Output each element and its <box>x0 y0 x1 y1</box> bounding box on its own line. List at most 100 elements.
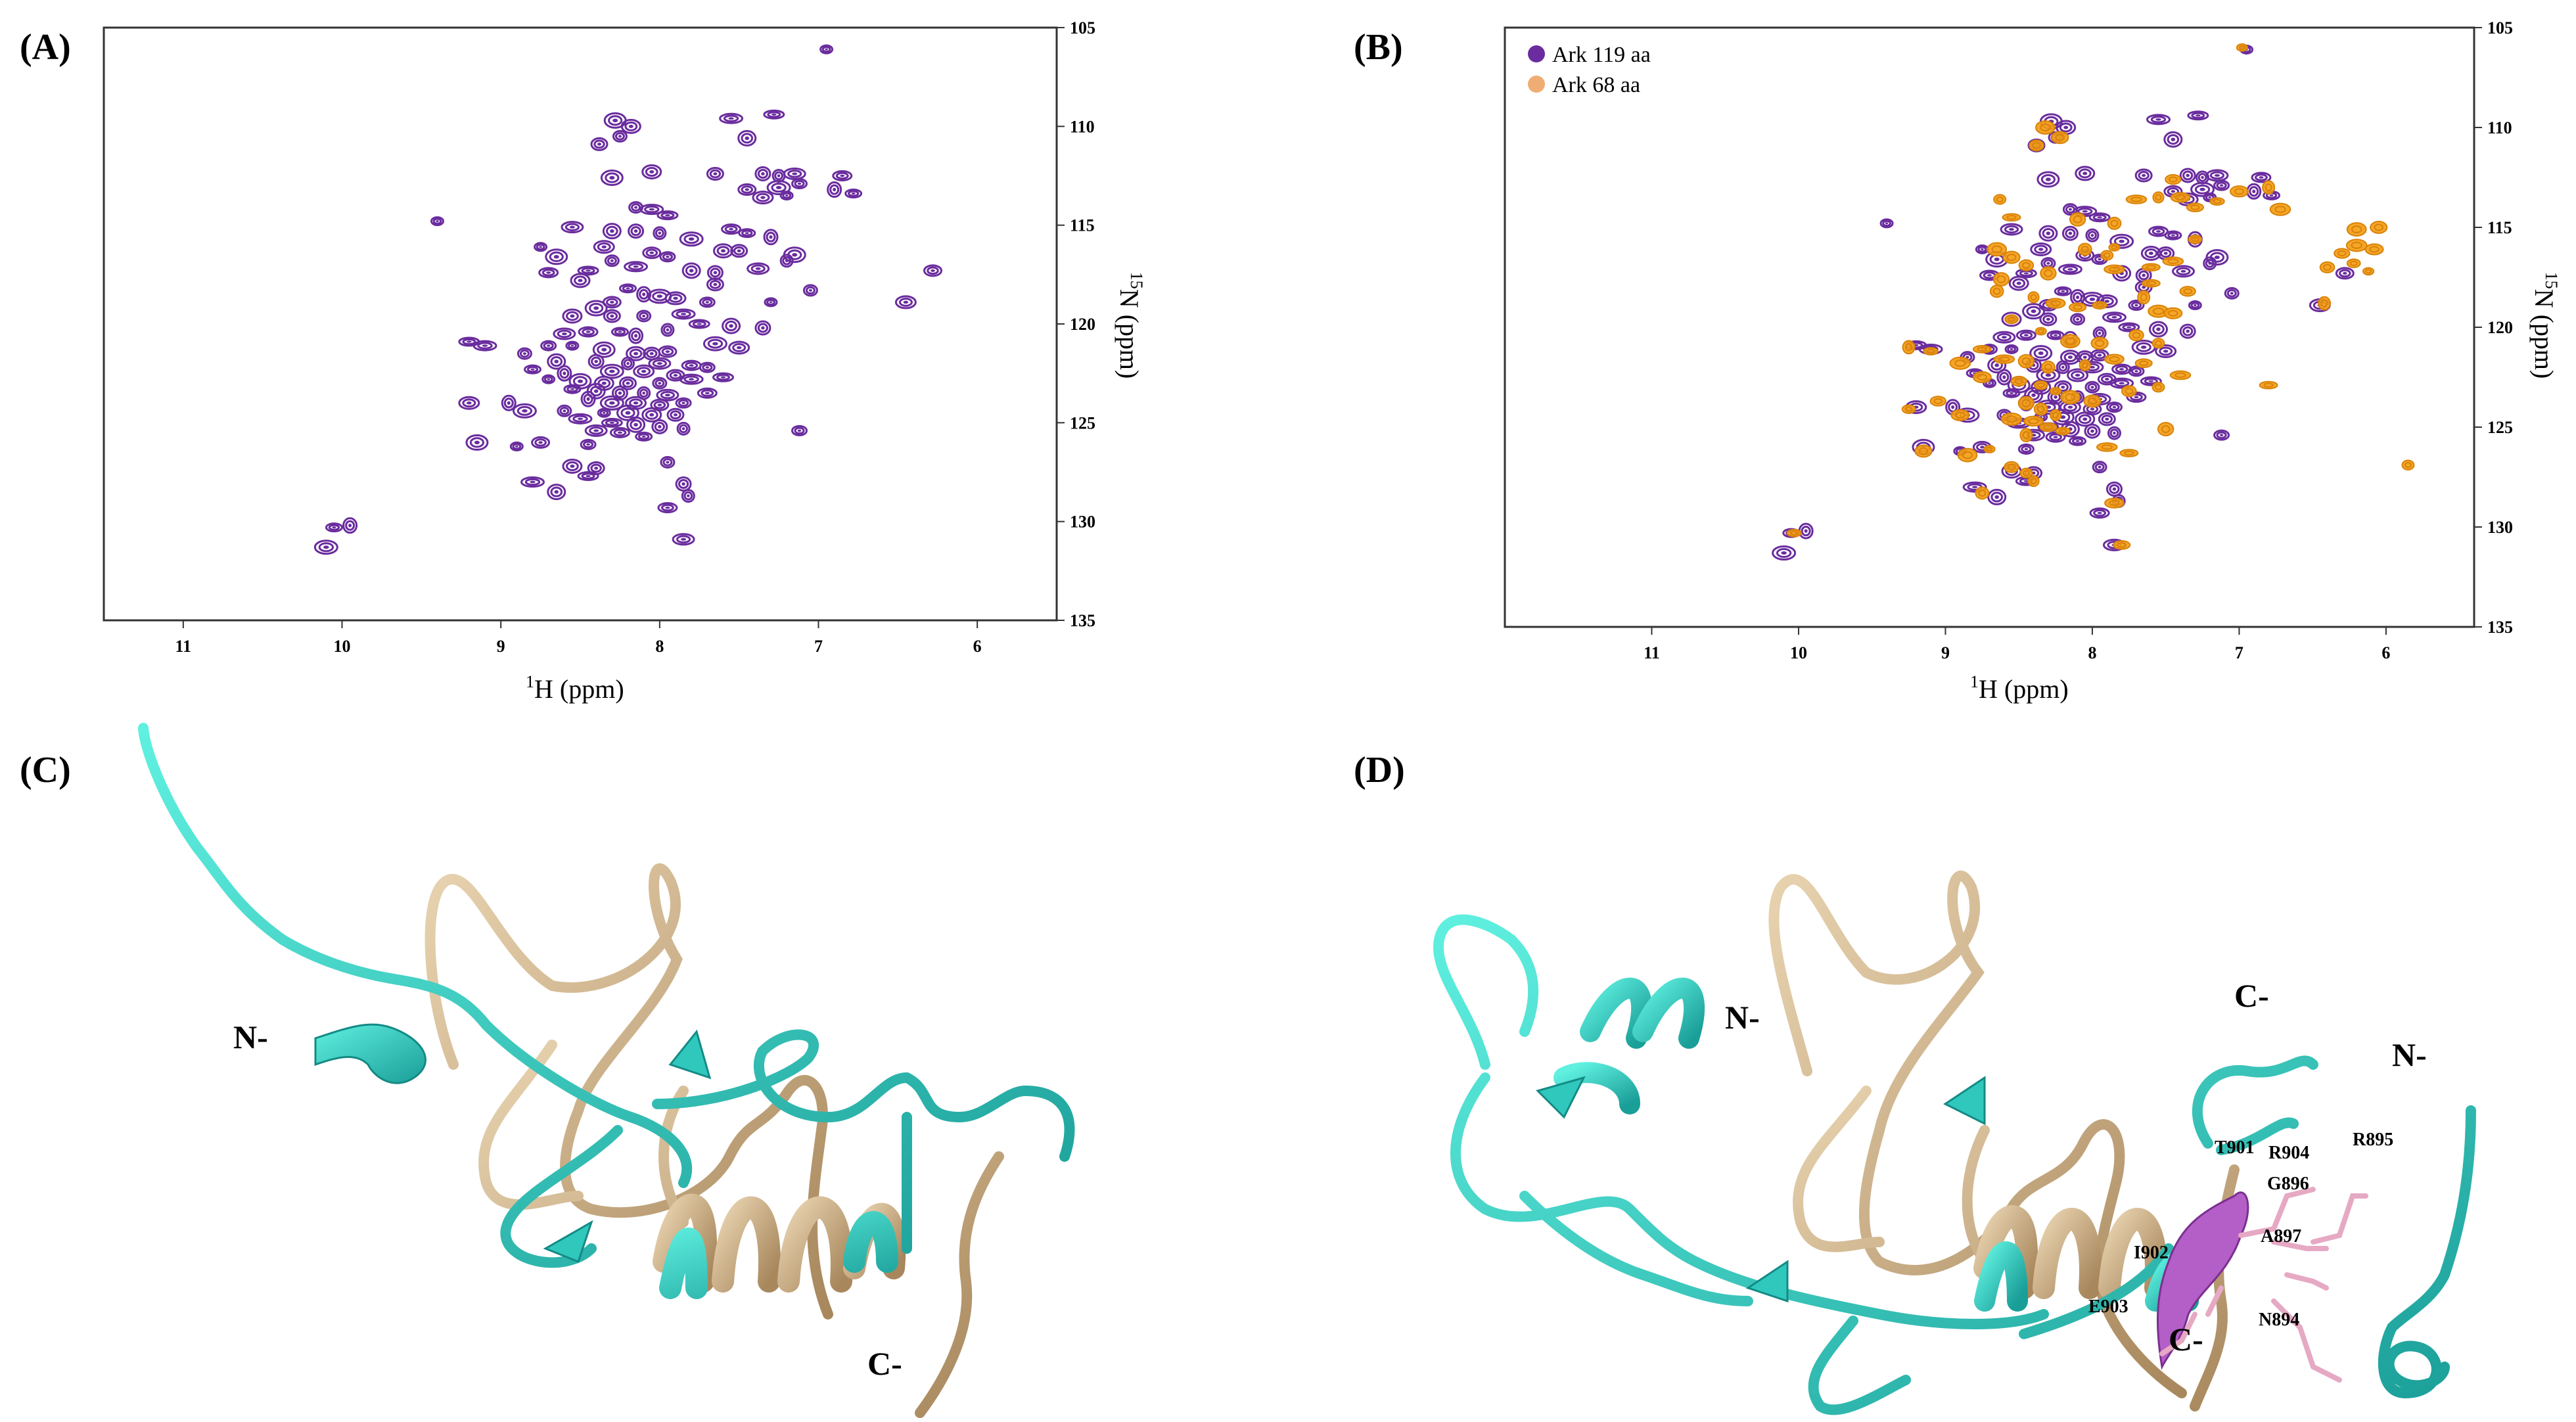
peak-ark-68-aa-b <box>1972 345 1992 354</box>
peak-ark-119-aa-a <box>619 283 637 294</box>
cyan-helix-c <box>314 1023 426 1084</box>
peak-ark-119-aa-b <box>2098 412 2116 426</box>
peak-ark-68-aa-b <box>2068 302 2087 312</box>
cyan-coil-c <box>138 723 1075 1268</box>
peak-ark-119-aa-b <box>2128 300 2145 311</box>
peak-ark-68-aa-b <box>1902 340 1916 355</box>
peak-ark-119-aa-a <box>561 221 584 234</box>
peak-ark-68-aa-b <box>2060 334 2081 349</box>
peak-ark-68-aa-b <box>2229 185 2249 198</box>
panel-a-letter: (A) <box>20 27 71 68</box>
peak-ark-119-aa-b <box>2205 169 2229 182</box>
peak-ark-119-aa-a <box>557 404 572 417</box>
peak-ark-68-aa-b <box>2362 267 2375 276</box>
peak-ark-119-aa-b <box>2067 368 2089 382</box>
peak-ark-68-aa-b <box>2004 461 2019 473</box>
peak-ark-119-aa-a <box>676 421 691 436</box>
peak-ark-119-aa-a <box>675 476 692 492</box>
residue-label-n894: N894 <box>2259 1310 2299 1330</box>
peak-ark-68-aa-b <box>2027 474 2040 488</box>
x-tick-label-a: 6 <box>973 637 982 656</box>
peak-ark-119-aa-b <box>2128 365 2145 377</box>
peak-ark-119-aa-a <box>584 300 608 317</box>
x-tick-label-a: 7 <box>814 637 823 656</box>
peak-ark-68-aa-b <box>2019 428 2033 443</box>
peak-ark-119-aa-a <box>580 438 597 450</box>
x-tick-label-b: 6 <box>2381 643 2390 662</box>
peak-ark-119-aa-b <box>2190 181 2215 197</box>
panel-c-letter: (C) <box>20 750 71 791</box>
x-tick-label-b: 7 <box>2235 643 2243 662</box>
peak-ark-68-aa-b <box>2370 221 2388 234</box>
peak-ark-119-aa-a <box>531 436 551 449</box>
peak-ark-119-aa-b <box>2008 275 2029 291</box>
panel-b-letter: (B) <box>1354 27 1403 68</box>
residue-label-e903: E903 <box>2088 1296 2128 1317</box>
peak-ark-68-aa-b <box>2104 264 2125 275</box>
peak-ark-119-aa-a <box>612 129 628 143</box>
peak-ark-68-aa-b <box>2104 497 2125 509</box>
peak-ark-119-aa-b <box>2084 380 2100 394</box>
peak-ark-119-aa-a <box>628 327 644 344</box>
y-tick-label-a: 125 <box>1070 413 1095 432</box>
y-tick-label-a: 120 <box>1070 315 1095 334</box>
y-tick-label-b: 125 <box>2487 418 2513 437</box>
peak-ark-119-aa-a <box>538 267 559 279</box>
peak-ark-68-aa-b <box>2128 329 2144 342</box>
peaks-b <box>1772 43 2415 561</box>
peak-ark-119-aa-a <box>602 223 622 240</box>
peak-ark-119-aa-a <box>642 246 662 260</box>
peak-ark-68-aa-b <box>2090 336 2109 350</box>
peak-ark-119-aa-a <box>819 44 834 55</box>
tan-coil-d <box>1768 871 2187 1398</box>
peak-ark-119-aa-b <box>2088 212 2111 223</box>
peak-ark-119-aa-a <box>587 354 605 369</box>
peak-ark-119-aa-b <box>2118 322 2140 333</box>
peak-ark-119-aa-a <box>763 109 785 120</box>
peak-ark-68-aa-b <box>2107 216 2122 230</box>
peak-ark-119-aa-b <box>2075 411 2096 427</box>
x-tick-label-b: 8 <box>2088 643 2096 662</box>
peak-ark-119-aa-b <box>2148 225 2169 237</box>
peak-ark-119-aa-b <box>2188 300 2202 311</box>
n-terminus-label-right-d: N- <box>2392 1036 2427 1073</box>
peak-ark-119-aa-a <box>766 180 791 196</box>
peak-ark-119-aa-a <box>604 254 620 267</box>
x-tick-label-a: 8 <box>655 637 664 656</box>
tan-helix-d <box>1973 1205 2167 1299</box>
x-tick-label-a: 11 <box>175 637 192 656</box>
plot-frame-b <box>1504 26 2475 628</box>
peak-ark-68-aa-b <box>2165 173 2182 185</box>
peak-ark-68-aa-b <box>2346 222 2367 237</box>
peak-ark-68-aa-b <box>2035 327 2047 336</box>
peak-ark-68-aa-b <box>2077 242 2092 256</box>
peak-ark-119-aa-a <box>827 181 842 198</box>
residue-label-a897: A897 <box>2261 1226 2301 1247</box>
panel-a: (A) 11 10 9 8 7 6 105 110 115 120 125 130 135 1H (pp… <box>0 0 1288 723</box>
peak-ark-119-aa-b <box>2015 329 2036 341</box>
peak-ark-119-aa-b <box>1987 488 2007 505</box>
peak-ark-119-aa-b <box>2251 172 2272 183</box>
peak-ark-119-aa-a <box>545 248 568 265</box>
peak-ark-68-aa-b <box>2334 248 2351 259</box>
peak-ark-119-aa-a <box>524 364 541 375</box>
magenta-helix-d <box>2156 1191 2249 1370</box>
peak-ark-119-aa-b <box>1879 218 1894 229</box>
peak-ark-68-aa-b <box>2083 394 2102 408</box>
peak-ark-119-aa-a <box>779 191 794 201</box>
peak-ark-68-aa-b <box>2033 402 2048 416</box>
x-tick-label-a: 9 <box>497 637 505 656</box>
peak-ark-68-aa-b <box>2269 202 2291 216</box>
peak-ark-68-aa-b <box>1901 404 1916 414</box>
peak-ark-119-aa-b <box>2155 344 2177 358</box>
peak-ark-119-aa-a <box>722 317 741 334</box>
peak-ark-119-aa-a <box>728 340 750 355</box>
y-axis-title-main-a: N (ppm) <box>1115 289 1144 379</box>
peak-ark-119-aa-b <box>2085 228 2100 242</box>
peak-ark-119-aa-a <box>562 308 583 324</box>
peak-ark-119-aa-a <box>679 373 704 385</box>
peak-ark-119-aa-b <box>2030 242 2052 256</box>
peak-ark-119-aa-a <box>737 183 757 196</box>
residue-label-r904: R904 <box>2268 1143 2309 1163</box>
peak-ark-119-aa-a <box>844 189 863 199</box>
